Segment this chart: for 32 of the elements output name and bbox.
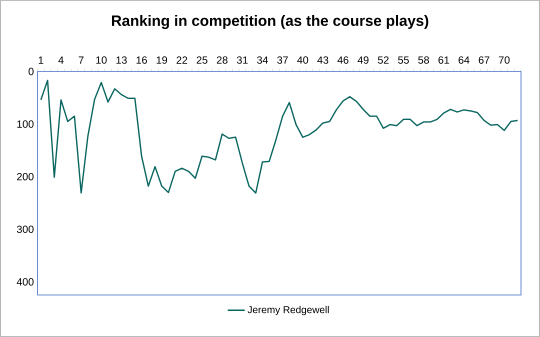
x-tick-label: 10 <box>96 56 107 64</box>
x-tick-label: 16 <box>136 56 147 64</box>
y-tick-label: 0 <box>28 68 34 76</box>
x-tick-label: 49 <box>358 56 369 64</box>
x-tick-label: 58 <box>418 56 429 64</box>
x-tick-label: 22 <box>176 56 188 64</box>
x-tick-label: 46 <box>337 56 348 64</box>
chart-title: Ranking in competition (as the course plays) <box>112 15 428 29</box>
x-tick-label: 40 <box>297 56 308 64</box>
x-tick-label: 43 <box>317 56 328 64</box>
y-tick-label: 100 <box>17 120 34 128</box>
x-tick-label: 55 <box>398 56 409 64</box>
line-series <box>40 80 518 194</box>
x-tick-label: 25 <box>196 56 208 64</box>
y-tick-label: 300 <box>16 226 34 233</box>
x-tick-label: 70 <box>498 56 510 64</box>
y-tick-label: 200 <box>17 172 34 180</box>
x-tick-label: 13 <box>116 56 127 64</box>
x-tick-label: 28 <box>216 56 228 64</box>
x-tick-label: 37 <box>277 56 288 64</box>
y-tick-label: 400 <box>16 278 34 286</box>
x-tick-label: 19 <box>156 56 168 64</box>
x-tick-label: 64 <box>458 56 470 64</box>
x-tick-label: 61 <box>438 56 450 64</box>
x-tick-label: 52 <box>378 56 389 64</box>
x-tick-label: 67 <box>478 56 490 64</box>
x-tick-label: 34 <box>257 56 268 64</box>
x-tick-label: 7 <box>78 56 84 64</box>
legend-label: Jeremy Redgewell <box>248 306 329 316</box>
x-tick-label: 4 <box>58 56 64 64</box>
x-tick-label: 31 <box>236 56 248 64</box>
x-tick-label: 1 <box>38 56 44 64</box>
